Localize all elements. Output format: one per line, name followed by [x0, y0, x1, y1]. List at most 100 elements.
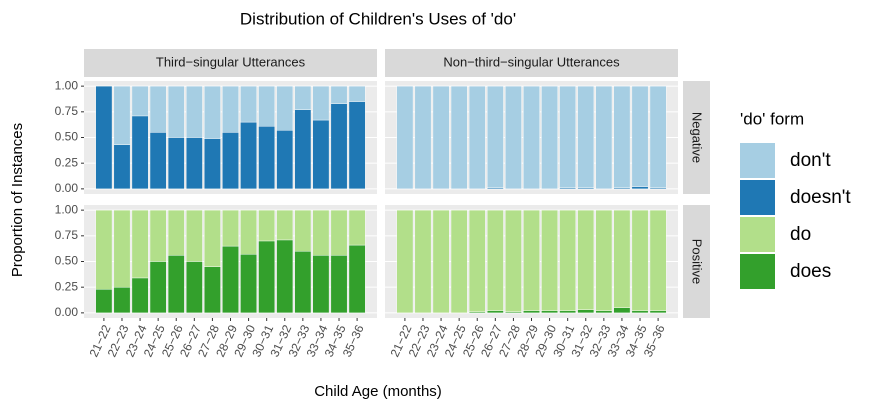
bar	[185, 85, 203, 138]
bar	[396, 209, 414, 314]
bar	[222, 245, 239, 314]
bar	[258, 209, 276, 242]
bar	[185, 137, 203, 190]
bar	[559, 85, 577, 189]
facet-strip-label: Negative	[690, 112, 705, 163]
bar	[113, 209, 131, 288]
bar	[258, 240, 276, 314]
bar	[276, 239, 294, 314]
facet-strip	[84, 49, 377, 77]
bar	[113, 144, 131, 190]
bar	[523, 209, 540, 312]
bar	[468, 209, 486, 313]
legend-label: do	[790, 224, 811, 245]
bar	[631, 85, 649, 188]
bar	[204, 85, 221, 139]
bar	[167, 85, 185, 138]
bar	[450, 85, 468, 190]
bar	[541, 209, 558, 312]
legend-key	[740, 180, 775, 215]
bar	[185, 209, 203, 262]
bar	[432, 209, 450, 314]
bar	[330, 209, 348, 256]
bar	[613, 307, 631, 314]
bar	[204, 138, 221, 190]
bar	[185, 261, 203, 314]
bar	[595, 85, 613, 190]
legend-key	[740, 143, 775, 178]
bar	[505, 85, 522, 190]
y-axis-label: Proportion of Instances	[9, 123, 26, 277]
legend-title: 'do' form	[740, 109, 804, 128]
bar	[414, 209, 432, 314]
legend-label: don't	[790, 150, 831, 171]
bar	[631, 186, 649, 190]
bar	[167, 209, 185, 256]
bar	[149, 132, 167, 190]
bar	[167, 137, 185, 190]
bar	[649, 85, 667, 189]
bar	[240, 254, 257, 314]
bar	[348, 85, 366, 102]
bar	[559, 310, 577, 314]
y-tick-label: 0.00	[55, 305, 79, 319]
bar	[149, 261, 167, 314]
bar	[294, 109, 312, 190]
bar	[294, 209, 312, 252]
bar	[131, 277, 149, 314]
bar	[312, 119, 330, 190]
bar	[613, 209, 631, 308]
bar	[222, 85, 239, 133]
facet-strip	[683, 205, 710, 318]
legend-label: doesn't	[790, 187, 851, 208]
bar	[348, 101, 366, 190]
bar	[505, 209, 522, 313]
bar	[577, 309, 595, 314]
bar	[113, 85, 131, 145]
bar	[222, 209, 239, 247]
chart-title: Distribution of Children's Uses of 'do'	[240, 9, 516, 28]
facet-strip	[385, 49, 678, 77]
bar	[631, 310, 649, 314]
bar	[523, 85, 540, 190]
y-tick-label: 0.75	[55, 104, 79, 118]
bar	[577, 85, 595, 189]
bar	[204, 209, 221, 267]
bar	[131, 85, 149, 117]
bar	[649, 310, 667, 314]
bar	[276, 209, 294, 241]
y-tick-label: 0.00	[55, 181, 79, 195]
bar	[95, 209, 113, 290]
bar	[294, 85, 312, 110]
bar	[312, 85, 330, 121]
bar	[276, 85, 294, 131]
bar	[432, 85, 450, 190]
bar	[613, 85, 631, 189]
bar	[348, 209, 366, 246]
bar	[131, 209, 149, 279]
bar	[113, 286, 131, 314]
bar	[486, 310, 504, 314]
bar	[541, 85, 558, 190]
bar	[631, 209, 649, 312]
legend-label: does	[790, 261, 831, 282]
legend-key	[740, 217, 775, 252]
bar	[276, 130, 294, 190]
bar	[149, 209, 167, 262]
bar	[396, 85, 414, 190]
bar	[258, 125, 276, 190]
y-tick-label: 0.75	[55, 228, 79, 242]
facet-strip-label: Non−third−singular Utterances	[443, 54, 620, 69]
bar	[167, 255, 185, 314]
y-tick-label: 0.50	[55, 130, 79, 144]
x-axis-label: Child Age (months)	[314, 383, 442, 400]
bar	[577, 209, 595, 310]
facet-strip-label: Third−singular Utterances	[156, 54, 306, 69]
bar	[330, 85, 348, 104]
bar	[294, 251, 312, 314]
y-tick-label: 0.25	[55, 155, 79, 169]
bar	[95, 85, 113, 190]
y-tick-label: 0.50	[55, 254, 79, 268]
bar	[149, 85, 167, 133]
